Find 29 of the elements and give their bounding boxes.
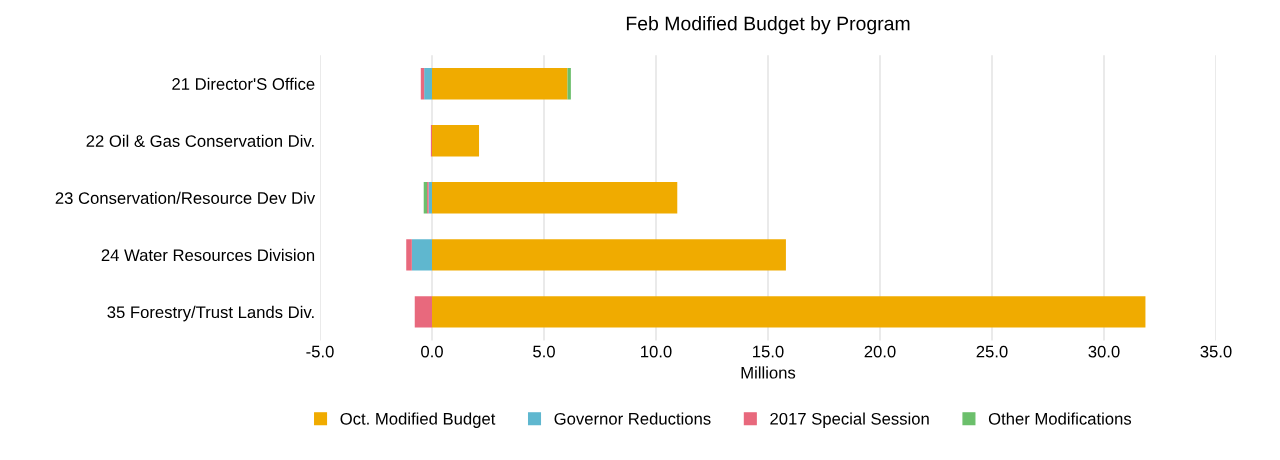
bar — [432, 125, 480, 157]
legend-label: Oct. Modified Budget — [340, 412, 496, 428]
legend-label: Governor Reductions — [554, 412, 711, 425]
x-tick-label: 30.0 — [1088, 345, 1120, 358]
x-tick-label: 0.0 — [421, 345, 443, 358]
x-tick-label: 5.0 — [533, 345, 555, 358]
x-tick-label: 20.0 — [864, 345, 896, 358]
y-tick-label: 23 Conservation/Resource Dev Div — [55, 191, 316, 204]
x-axis-title: Millions — [741, 366, 796, 379]
y-tick-label: 22 Oil & Gas Conservation Div. — [86, 134, 314, 147]
bar — [432, 296, 1146, 328]
bar — [424, 68, 432, 100]
x-tick-label: 15.0 — [753, 345, 784, 358]
bar — [414, 296, 432, 328]
bar — [406, 239, 412, 271]
y-tick-label: 21 Director'S Office — [172, 77, 315, 90]
x-tick-label: 10.0 — [641, 345, 672, 358]
x-tick-label: 25.0 — [976, 345, 1008, 358]
bar — [432, 239, 786, 271]
chart-title: Feb Modified Budget by Program — [626, 16, 910, 35]
x-tick-label: 35.0 — [1200, 345, 1232, 358]
legend-label: Other Modifications — [988, 412, 1132, 425]
bar — [432, 68, 568, 100]
legend-label: 2017 Special Session — [770, 412, 929, 428]
y-tick-label: 24 Water Resources Division — [101, 248, 315, 262]
x-tick-label: -5.0 — [306, 345, 334, 358]
bar — [411, 239, 432, 271]
bar — [432, 182, 678, 214]
y-tick-label: 35 Forestry/Trust Lands Div. — [107, 305, 314, 322]
